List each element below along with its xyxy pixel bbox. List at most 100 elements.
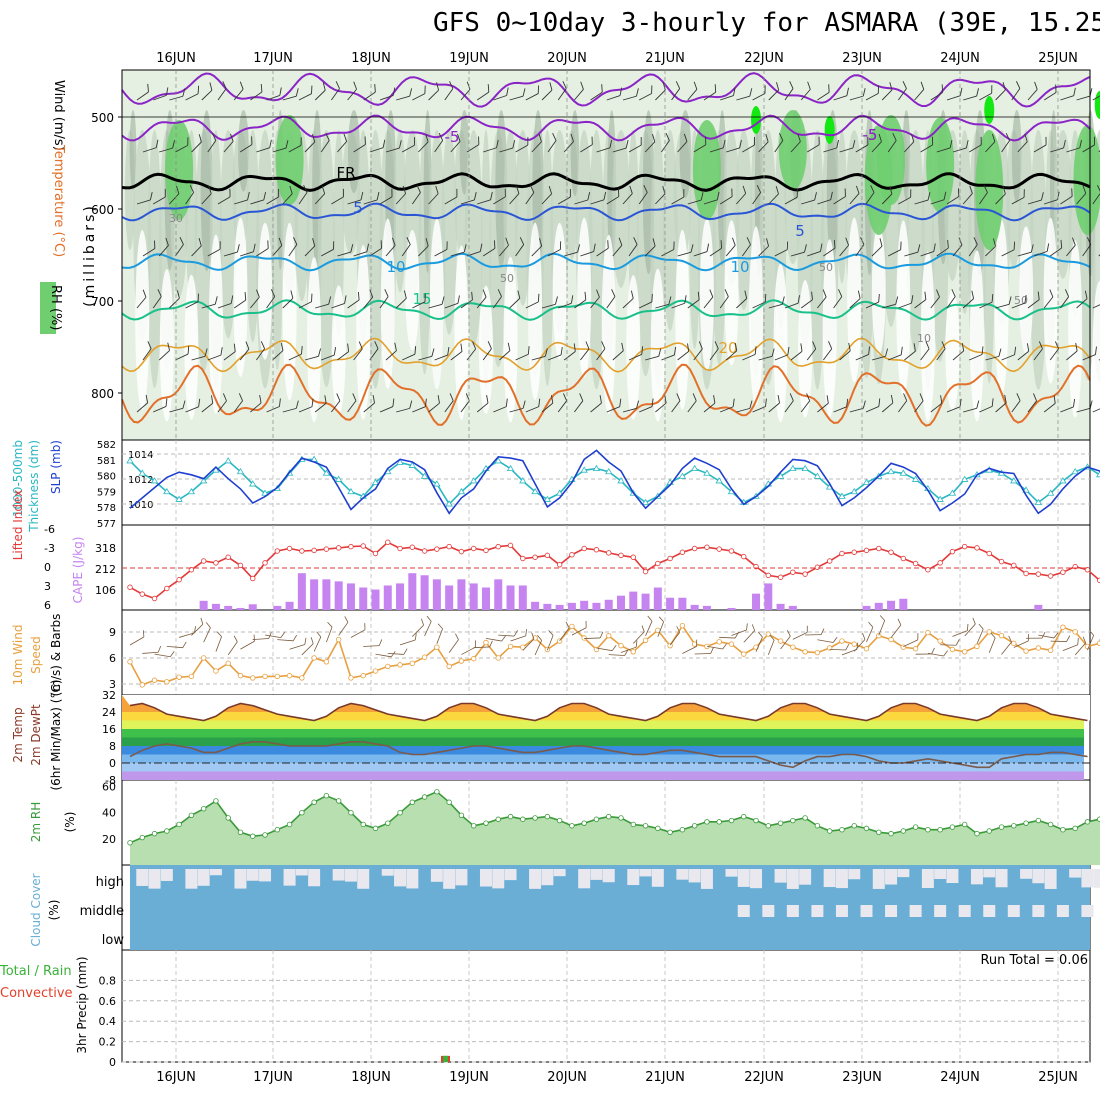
wind-barb bbox=[622, 290, 634, 309]
wind-barb bbox=[1066, 343, 1078, 361]
wind-tick: 3 bbox=[109, 678, 116, 691]
wind-speed-series-point bbox=[397, 662, 403, 668]
wind-barb bbox=[412, 185, 421, 205]
cloud-gap-high bbox=[1032, 869, 1045, 884]
wind-barb bbox=[606, 87, 623, 101]
wind-barb bbox=[418, 238, 429, 257]
lifted-index-series-point bbox=[213, 560, 219, 566]
lifted-index-series-point bbox=[1035, 571, 1042, 577]
rh-contour bbox=[147, 130, 162, 388]
contour-label: -5 bbox=[445, 128, 460, 146]
rh-contour bbox=[612, 130, 630, 288]
lifted-index-series-point bbox=[900, 555, 907, 562]
wind-barb bbox=[353, 136, 366, 153]
rh-series-point bbox=[188, 812, 195, 819]
wind-barb bbox=[693, 341, 703, 361]
wind-barb bbox=[839, 139, 856, 153]
wind-barb bbox=[574, 192, 591, 205]
wind-barb bbox=[979, 185, 988, 205]
wind-barb bbox=[898, 393, 908, 413]
wind-barb bbox=[272, 140, 289, 153]
cloud-gap-high bbox=[308, 869, 321, 887]
wind-barb bbox=[742, 136, 755, 153]
thickness-series-point bbox=[322, 469, 331, 476]
wind-barb bbox=[395, 290, 407, 309]
wind-barb bbox=[428, 82, 440, 101]
wind-barb bbox=[541, 296, 558, 309]
wind-barb bbox=[466, 341, 477, 361]
rh-high bbox=[165, 120, 194, 220]
wind-barb bbox=[807, 243, 823, 257]
date-label-bottom: 25JUN bbox=[1038, 1070, 1078, 1085]
thickness-series-point bbox=[592, 464, 601, 472]
rh-series-point bbox=[962, 821, 968, 828]
wind-barb bbox=[337, 343, 350, 361]
wind-barb bbox=[1001, 133, 1011, 153]
wind-barb bbox=[736, 400, 753, 413]
wind-barb bbox=[525, 293, 540, 309]
wind-barb bbox=[596, 341, 606, 361]
wind-speed-series-point bbox=[667, 642, 673, 649]
wind-barb bbox=[833, 188, 846, 205]
temp-label1: 2m Temp bbox=[11, 707, 25, 762]
surface-wind-barb bbox=[743, 624, 756, 643]
temp-mask bbox=[122, 695, 1090, 721]
wind-speed-series-point bbox=[618, 642, 624, 649]
wind-speed-series-point bbox=[139, 682, 145, 688]
wind-barb bbox=[298, 85, 313, 101]
rh-high bbox=[877, 115, 906, 205]
rh-series-point bbox=[998, 824, 1005, 830]
wind-speed-series-point bbox=[937, 638, 943, 644]
rh-series-point bbox=[1047, 821, 1054, 828]
wind-barb bbox=[428, 185, 439, 205]
panel-frame bbox=[121, 609, 1091, 696]
wind-speed-series-point bbox=[274, 673, 280, 680]
lifted-index-series-point bbox=[642, 568, 649, 575]
lifted-index-series-point bbox=[1047, 573, 1054, 579]
rh-series-point bbox=[323, 792, 330, 799]
wind-barb bbox=[207, 347, 223, 361]
precip-tick: 0.6 bbox=[99, 995, 117, 1008]
wind-label2: Speed bbox=[29, 636, 43, 674]
wind-barb bbox=[304, 348, 321, 361]
rh-series-point bbox=[458, 812, 465, 819]
wind-barb bbox=[817, 289, 827, 309]
temp-band bbox=[122, 763, 1084, 772]
lifted-index-series-point bbox=[790, 569, 796, 575]
lifted-index-series-point bbox=[1023, 570, 1029, 577]
rh-series-point bbox=[421, 794, 428, 800]
cloud-gap-middle bbox=[835, 905, 848, 917]
wind-barb bbox=[563, 133, 574, 153]
cape-bar bbox=[322, 579, 331, 610]
surface-wind-barb bbox=[326, 621, 333, 643]
wind-barb bbox=[693, 243, 710, 257]
rh-clear bbox=[601, 234, 616, 415]
precip-label1: Total / Rain bbox=[0, 964, 72, 979]
precip-tick: 0.4 bbox=[99, 1015, 117, 1028]
thickness-series-point bbox=[911, 475, 920, 482]
date-label-top: 25JUN bbox=[1038, 51, 1078, 66]
precip-tick: 0.8 bbox=[99, 974, 117, 987]
thickness-series-point bbox=[187, 487, 196, 495]
wind-barb bbox=[920, 136, 934, 153]
wind-barb bbox=[881, 186, 893, 205]
wind-barb bbox=[1050, 139, 1066, 153]
wind-barb bbox=[725, 237, 736, 257]
contour-label: 5 bbox=[353, 199, 363, 217]
wind-barb bbox=[968, 136, 982, 153]
surface-wind-barb bbox=[1013, 634, 1029, 648]
panel-frame bbox=[121, 439, 1091, 526]
rh-contour bbox=[570, 110, 580, 197]
wind-barb bbox=[963, 400, 980, 413]
wind-barb bbox=[687, 393, 697, 413]
wind-barb bbox=[450, 133, 461, 153]
wind-barb bbox=[596, 139, 613, 153]
rh-series-point bbox=[814, 823, 821, 829]
rh-contour bbox=[367, 130, 384, 389]
date-label-bottom: 23JUN bbox=[842, 1070, 882, 1085]
lifted-index-series-point bbox=[556, 562, 563, 568]
rh-series-point bbox=[225, 815, 231, 821]
surface-wind-barb bbox=[1026, 631, 1046, 639]
rh-clear bbox=[1068, 240, 1083, 418]
wind-barb bbox=[136, 394, 149, 413]
